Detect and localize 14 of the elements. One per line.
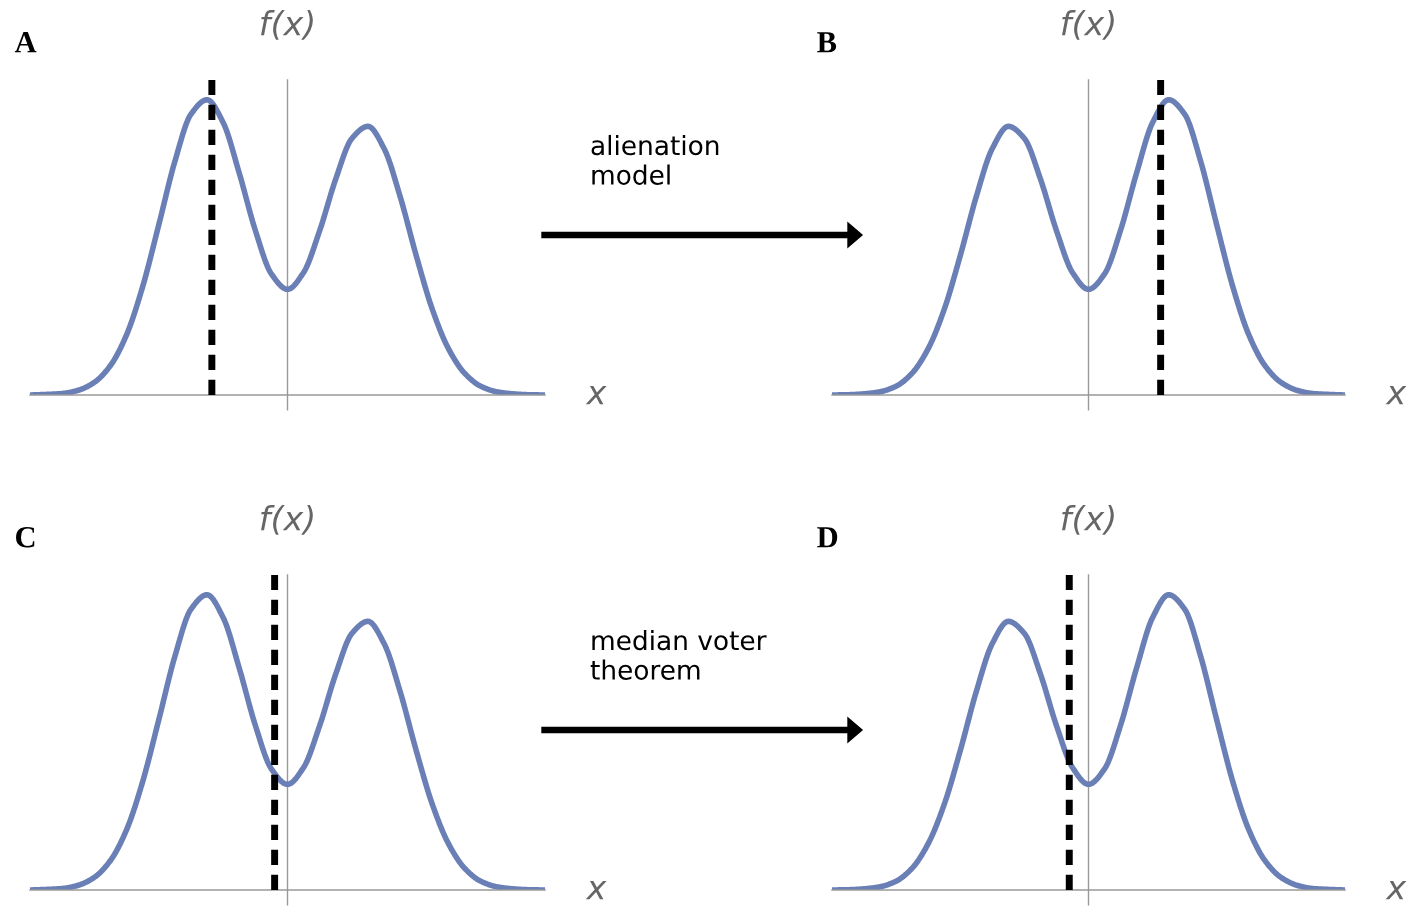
- x-axis-title: x: [585, 385, 607, 405]
- text: alienation model: [591, 134, 719, 185]
- chart-title: B: [817, 32, 837, 53]
- y-axis-title: f(x): [1062, 504, 1114, 535]
- chart-title: D: [817, 527, 838, 548]
- x-axis-title: x: [1385, 385, 1407, 405]
- chart-title: C: [16, 526, 35, 548]
- chart-title: A: [14, 32, 37, 53]
- text: median voter theorem: [590, 629, 767, 680]
- x-axis-title: x: [1385, 880, 1407, 900]
- x-axis-title: x: [585, 880, 607, 900]
- y-axis-title: f(x): [261, 9, 313, 40]
- y-axis-title: f(x): [261, 504, 313, 535]
- y-axis-title: f(x): [1062, 9, 1114, 40]
